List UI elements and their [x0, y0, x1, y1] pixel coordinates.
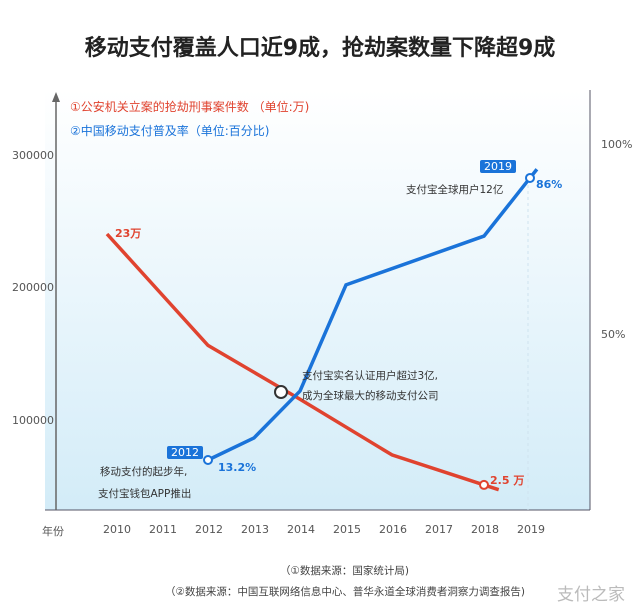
- badge-2012: 2012: [167, 446, 203, 459]
- source-2: （②数据来源：中国互联网络信息中心、普华永道全球消费者洞察力调查报告): [165, 586, 526, 598]
- legend-mobile-pay: ②中国移动支付普及率（单位:百分比): [70, 124, 270, 138]
- note-mid-line2: 成为全球最大的移动支付公司: [302, 390, 439, 402]
- x-tick: 2010: [103, 523, 131, 536]
- x-tick: 2014: [287, 523, 315, 536]
- left-axis-arrow: [52, 92, 60, 102]
- source-1: （①数据来源：国家统计局): [280, 565, 410, 577]
- note-2012-line1: 移动支付的起步年,: [100, 466, 188, 478]
- x-tick: 2015: [333, 523, 361, 536]
- robbery-point: [479, 479, 489, 490]
- note-2012-line2: 支付宝钱包APP推出: [98, 488, 192, 500]
- note-mid-line1: 支付宝实名认证用户超过3亿,: [302, 370, 439, 382]
- badge-2019: 2019: [480, 160, 516, 173]
- x-tick: 2011: [149, 523, 177, 536]
- blue-end-label: 86%: [536, 178, 563, 191]
- y-left-tick: 200000: [12, 281, 54, 294]
- note-2019: 支付宝全球用户12亿: [406, 184, 504, 196]
- y-left-tick: 100000: [12, 414, 54, 427]
- y-right-tick: 50%: [601, 328, 626, 341]
- blue-start-label: 13.2%: [218, 461, 257, 474]
- x-tick: 2017: [425, 523, 453, 536]
- mobile-pay-point: [525, 172, 535, 183]
- red-start-label: 23万: [115, 227, 142, 240]
- watermark: 支付之家: [557, 585, 625, 605]
- x-tick: 2018: [471, 523, 499, 536]
- legend-robbery: ①公安机关立案的抢劫刑事案件数 （单位:万): [70, 100, 310, 114]
- red-end-label: 2.5 万: [490, 474, 525, 487]
- x-axis-label: 年份: [42, 525, 64, 538]
- y-right-tick: 100%: [601, 138, 633, 151]
- chart-title: 移动支付覆盖人口近9成，抢劫案数量下降超9成: [84, 36, 556, 61]
- y-left-tick: 300000: [12, 149, 54, 162]
- plot-background: [45, 90, 590, 510]
- x-tick: 2019: [517, 523, 545, 536]
- x-tick: 2012: [195, 523, 223, 536]
- x-tick: 2013: [241, 523, 269, 536]
- crossover-point: [274, 385, 288, 399]
- x-tick: 2016: [379, 523, 407, 536]
- mobile-pay-point: [203, 455, 213, 465]
